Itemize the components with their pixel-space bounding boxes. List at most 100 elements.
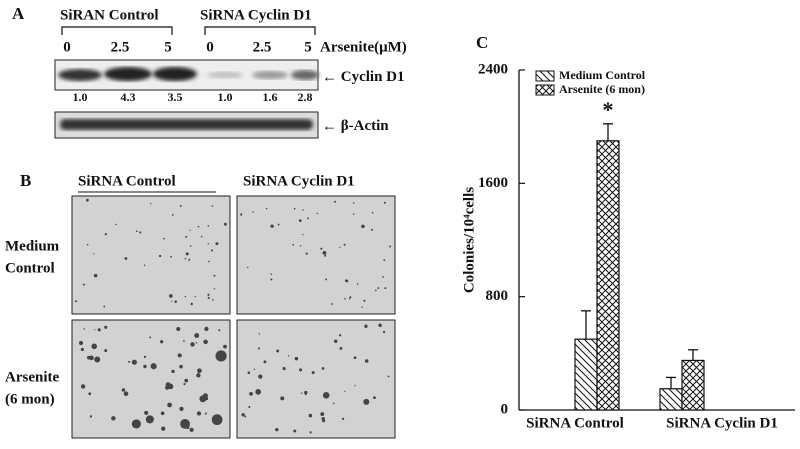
colony — [353, 356, 357, 360]
colony — [150, 363, 157, 370]
colony — [320, 412, 325, 416]
lane-label: 2.5 — [111, 39, 130, 55]
colony — [356, 283, 359, 285]
treatment-label: Arsenite(μM) — [320, 39, 407, 55]
y-tick-label: 0 — [501, 401, 509, 417]
colony — [377, 287, 380, 289]
colony — [252, 211, 254, 213]
bracket — [61, 26, 316, 35]
quantity-label: 2.8 — [298, 90, 313, 104]
colony — [373, 396, 376, 400]
colony — [223, 344, 227, 349]
panel-a: A SiRAN Control SiRNA Cyclin D1 Arsenite… — [12, 4, 407, 139]
colony — [169, 294, 173, 298]
colony — [190, 342, 195, 347]
colony — [80, 347, 84, 352]
colony — [188, 258, 191, 261]
colony — [258, 333, 261, 335]
lane-label: 2.5 — [253, 39, 272, 55]
colony — [150, 202, 152, 205]
colony — [249, 391, 253, 396]
colony — [171, 214, 174, 216]
lane-label: 5 — [164, 39, 172, 55]
colony — [321, 367, 325, 370]
colony — [354, 385, 356, 387]
colony — [316, 212, 319, 215]
lane-label: 5 — [304, 39, 312, 55]
colony — [176, 326, 181, 332]
colony — [240, 213, 243, 216]
quantity-label: 4.3 — [121, 90, 136, 104]
colony — [179, 204, 182, 207]
colony — [91, 343, 98, 350]
colony — [389, 245, 392, 248]
colony — [383, 201, 386, 204]
colony — [294, 356, 299, 361]
colony — [167, 383, 174, 390]
colony — [143, 355, 146, 358]
colony — [185, 425, 190, 429]
blot-label: ← β-Actin — [322, 118, 389, 134]
blot-name: β-Actin — [341, 118, 390, 134]
colony — [203, 339, 208, 345]
colony — [89, 415, 93, 418]
colony — [339, 334, 342, 337]
colony — [348, 298, 351, 300]
colony — [344, 390, 346, 392]
colony — [305, 252, 308, 255]
colony — [202, 393, 208, 399]
colony — [167, 402, 172, 408]
colony — [93, 273, 98, 278]
colony — [123, 391, 129, 397]
colony — [332, 402, 335, 405]
colony — [378, 323, 382, 327]
colony — [189, 229, 191, 231]
colony — [344, 279, 348, 283]
colony — [160, 340, 164, 344]
colony — [363, 398, 370, 405]
band — [58, 69, 102, 81]
colony — [341, 417, 345, 421]
colony — [276, 349, 280, 353]
colony — [275, 427, 279, 432]
band — [60, 119, 313, 130]
panel-label: A — [12, 4, 25, 23]
colony — [308, 413, 313, 418]
colony — [104, 233, 107, 236]
colony — [136, 230, 138, 232]
colony — [247, 371, 251, 375]
colony — [185, 235, 188, 238]
colony — [131, 359, 137, 365]
colony — [302, 233, 304, 236]
colony — [88, 392, 92, 396]
colony — [94, 356, 101, 363]
colony — [299, 245, 302, 247]
colony — [298, 368, 303, 372]
colony — [89, 355, 94, 361]
band — [104, 67, 152, 81]
colony — [382, 330, 386, 334]
colony — [143, 364, 147, 369]
colony — [103, 305, 106, 308]
colony — [302, 209, 304, 211]
colony — [115, 223, 117, 226]
colony — [158, 254, 162, 258]
bar — [596, 140, 620, 411]
colony — [241, 413, 245, 417]
x-tick-label: SiRNA Cyclin D1 — [666, 415, 778, 431]
colony — [363, 299, 366, 302]
colony — [322, 250, 327, 255]
colony — [218, 329, 221, 332]
colony — [143, 264, 146, 266]
panel-b: B SiRNA Control SiRNA Cyclin D1 Medium Co… — [5, 171, 396, 439]
colony-image — [236, 195, 396, 315]
legend-label: Medium Control — [559, 68, 646, 82]
colony — [171, 369, 175, 374]
colony — [309, 431, 312, 434]
colony — [194, 333, 200, 338]
quantity-label: 1.0 — [218, 90, 233, 104]
colony — [247, 266, 249, 269]
y-axis-label: Colonies/10⁴cells — [461, 187, 477, 293]
legend-label: Arsenite (6 mon) — [559, 82, 645, 96]
colony — [183, 340, 185, 342]
